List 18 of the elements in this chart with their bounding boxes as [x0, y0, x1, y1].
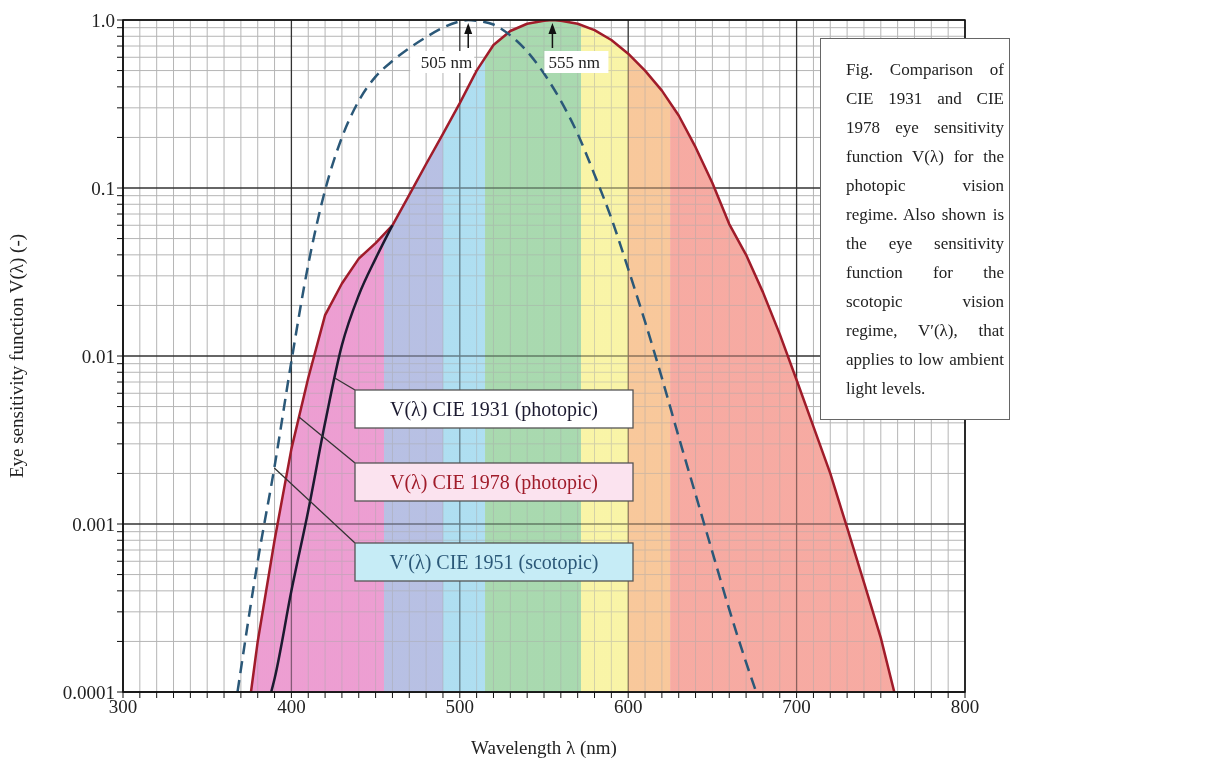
line-series — [236, 20, 758, 692]
y-tick-label: 0.01 — [81, 345, 115, 367]
annotation: 555 nm — [548, 53, 600, 72]
annotation: 505 nm — [420, 53, 473, 72]
y-tick-label: 0.1 — [91, 177, 115, 199]
x-tick-label: 700 — [782, 696, 811, 718]
text: V(λ) CIE 1931 (photopic) — [390, 398, 598, 421]
x-tick-label: 500 — [445, 696, 475, 718]
x-tick-label: 400 — [277, 696, 306, 718]
x-axis-title: Wavelength λ (nm) — [471, 737, 617, 759]
x-tick-label: 800 — [950, 696, 980, 718]
y-tick-label: 0.001 — [72, 513, 115, 535]
y-tick-label: 1.0 — [91, 9, 115, 31]
y-axis-title: Eye sensitivity function V(λ) (-) — [5, 233, 28, 479]
text: V′(λ) CIE 1951 (scotopic) — [389, 551, 599, 574]
x-tick-label: 600 — [613, 696, 643, 718]
text: Fig. Comparison of CIE 1931 and CIE 1978 eye sensitivity function V(λ) for the photopic vision regime. Also shown is the eye sensitivity function for the scotopic vision regime, V′(λ), that applies to low ambient light levels. — [846, 60, 1004, 398]
series-label: V(λ) CIE 1978 (photopic) — [390, 471, 598, 494]
